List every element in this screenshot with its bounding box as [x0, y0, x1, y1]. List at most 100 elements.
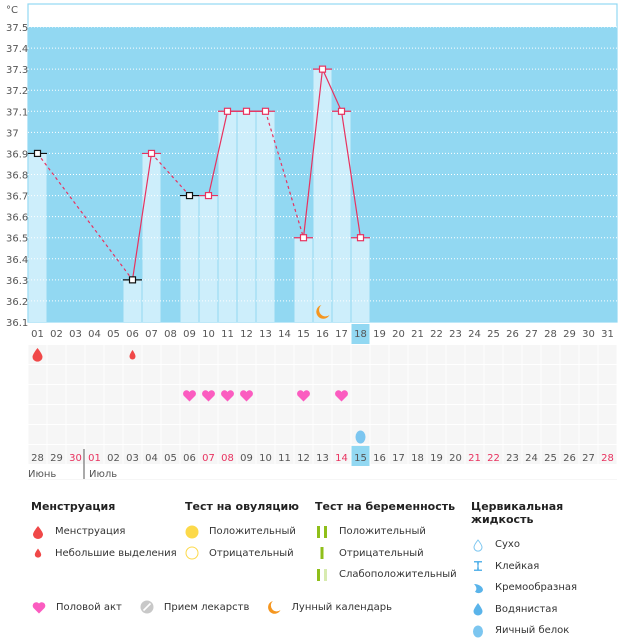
heart-icon [240, 390, 253, 402]
y-tick-label: 36.2 [6, 297, 28, 308]
x-tick-label: 08 [164, 329, 177, 340]
event-cell [161, 345, 180, 364]
event-cell [237, 365, 256, 384]
date-cell [598, 445, 617, 464]
event-cell [332, 425, 351, 444]
date-cell [85, 445, 104, 464]
x-tick-label: 24 [468, 329, 481, 340]
event-cell [123, 385, 142, 404]
event-cell [256, 405, 275, 424]
unit-label: °C [6, 5, 18, 16]
event-cell [503, 425, 522, 444]
event-cell [389, 405, 408, 424]
event-cell [47, 425, 66, 444]
one-line-icon [315, 546, 329, 560]
event-cell [579, 345, 598, 364]
temp-bar-day-9 [180, 195, 199, 322]
y-tick-label: 36.7 [6, 192, 28, 203]
heart-icon [335, 390, 348, 402]
event-cell [541, 365, 560, 384]
event-cell [199, 365, 218, 384]
temp-point-day-12 [242, 107, 251, 115]
legend-item-sticky: Клейкая [471, 556, 626, 578]
x-tick-label: 19 [373, 329, 386, 340]
event-cell [389, 425, 408, 444]
event-cell [351, 365, 370, 384]
event-cell [522, 345, 541, 364]
event-cell [294, 425, 313, 444]
event-cell [237, 425, 256, 444]
legend-item-medication: Прием лекарств [140, 600, 249, 614]
x-tick-label: 13 [259, 329, 272, 340]
y-tick-label: 37.2 [6, 86, 28, 97]
event-cell [370, 385, 389, 404]
calendar-date-label: 16 [373, 453, 386, 464]
blood-drop-icon [31, 525, 45, 539]
legend-item-intercourse: Половой акт [32, 600, 122, 614]
calendar-date-label: 13 [316, 453, 329, 464]
date-cell [332, 445, 351, 464]
x-tick-label: 05 [107, 329, 120, 340]
event-cell [180, 425, 199, 444]
legend-menstruation: Менструация Менструация Небольшие выделе… [31, 500, 177, 564]
event-cell [47, 385, 66, 404]
event-cell [28, 365, 47, 384]
water-drop-icon [471, 602, 485, 616]
event-cell [484, 405, 503, 424]
x-tick-label: 26 [506, 329, 519, 340]
legend-item-ovulation-negative: Отрицательный [185, 543, 299, 565]
date-cell [199, 445, 218, 464]
event-cell [104, 405, 123, 424]
event-cell [294, 365, 313, 384]
event-cell [427, 365, 446, 384]
event-cell [199, 405, 218, 424]
calendar-date-label: 24 [525, 453, 538, 464]
event-cell [237, 405, 256, 424]
event-cell [85, 405, 104, 424]
x-tick-label: 30 [582, 329, 595, 340]
event-cell [123, 425, 142, 444]
event-cell [313, 345, 332, 364]
event-cell [313, 425, 332, 444]
x-tick-label: 03 [69, 329, 82, 340]
date-cell [66, 445, 85, 464]
two-lines-icon [315, 525, 329, 539]
y-tick-label: 36.3 [6, 276, 28, 287]
legend-item-menstruation: Менструация [31, 521, 177, 543]
temp-line-segment [131, 153, 153, 280]
event-cell [351, 385, 370, 404]
event-cell [161, 365, 180, 384]
heart-icon [183, 390, 196, 402]
event-cell [104, 385, 123, 404]
calendar-date-label: 12 [297, 453, 310, 464]
event-cell [465, 345, 484, 364]
y-tick-label: 36.1 [6, 318, 28, 329]
event-cell [85, 365, 104, 384]
heart-icon [202, 390, 215, 402]
date-cell [294, 445, 313, 464]
date-cell [161, 445, 180, 464]
calendar-date-label: 17 [392, 453, 405, 464]
event-cell [598, 345, 617, 364]
today-date-highlight [351, 446, 370, 466]
egg-icon [355, 430, 366, 444]
y-tick-label: 36.5 [6, 234, 28, 245]
temp-bar-day-12 [237, 111, 256, 323]
date-cell [47, 445, 66, 464]
date-cell [180, 445, 199, 464]
blood-drop-icon [32, 348, 43, 362]
event-cell [370, 365, 389, 384]
temp-bar-day-18 [351, 237, 370, 322]
event-cell [408, 405, 427, 424]
event-cell [427, 345, 446, 364]
event-cell [199, 345, 218, 364]
event-cell [465, 385, 484, 404]
event-cell [351, 345, 370, 364]
calendar-date-label: 19 [430, 453, 443, 464]
x-tick-label: 25 [487, 329, 500, 340]
temp-point-day-16 [318, 65, 327, 73]
date-cell [446, 445, 465, 464]
pill-icon [140, 600, 154, 614]
event-cell [275, 405, 294, 424]
date-cell [256, 445, 275, 464]
